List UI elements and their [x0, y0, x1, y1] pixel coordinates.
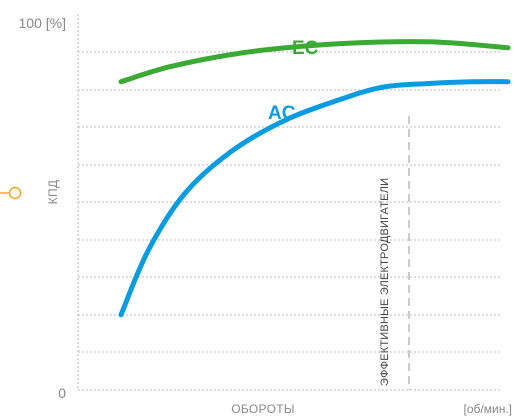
series-label-ec: EC — [292, 38, 319, 59]
series-line-ac — [118, 79, 511, 318]
series-label-ac: AC — [268, 103, 296, 124]
y-axis-title: КПД — [46, 180, 60, 205]
x-axis-title: ОБОРОТЫ — [231, 402, 295, 416]
y-tick-label-min: 0 — [58, 385, 66, 401]
y-tick-label-max: 100 [%] — [19, 15, 66, 31]
series-lines — [118, 39, 511, 318]
x-axis-unit: [об/мин.] — [464, 402, 512, 416]
axes — [77, 14, 500, 391]
efficient-motors-label: ЭФФЕКТИВНЫЕ ЭЛЕКТРОДВИГАТЕЛИ — [379, 178, 391, 386]
side-marker-icon — [0, 186, 22, 200]
series-line-ec — [118, 39, 511, 85]
grid-lines — [78, 51, 500, 353]
